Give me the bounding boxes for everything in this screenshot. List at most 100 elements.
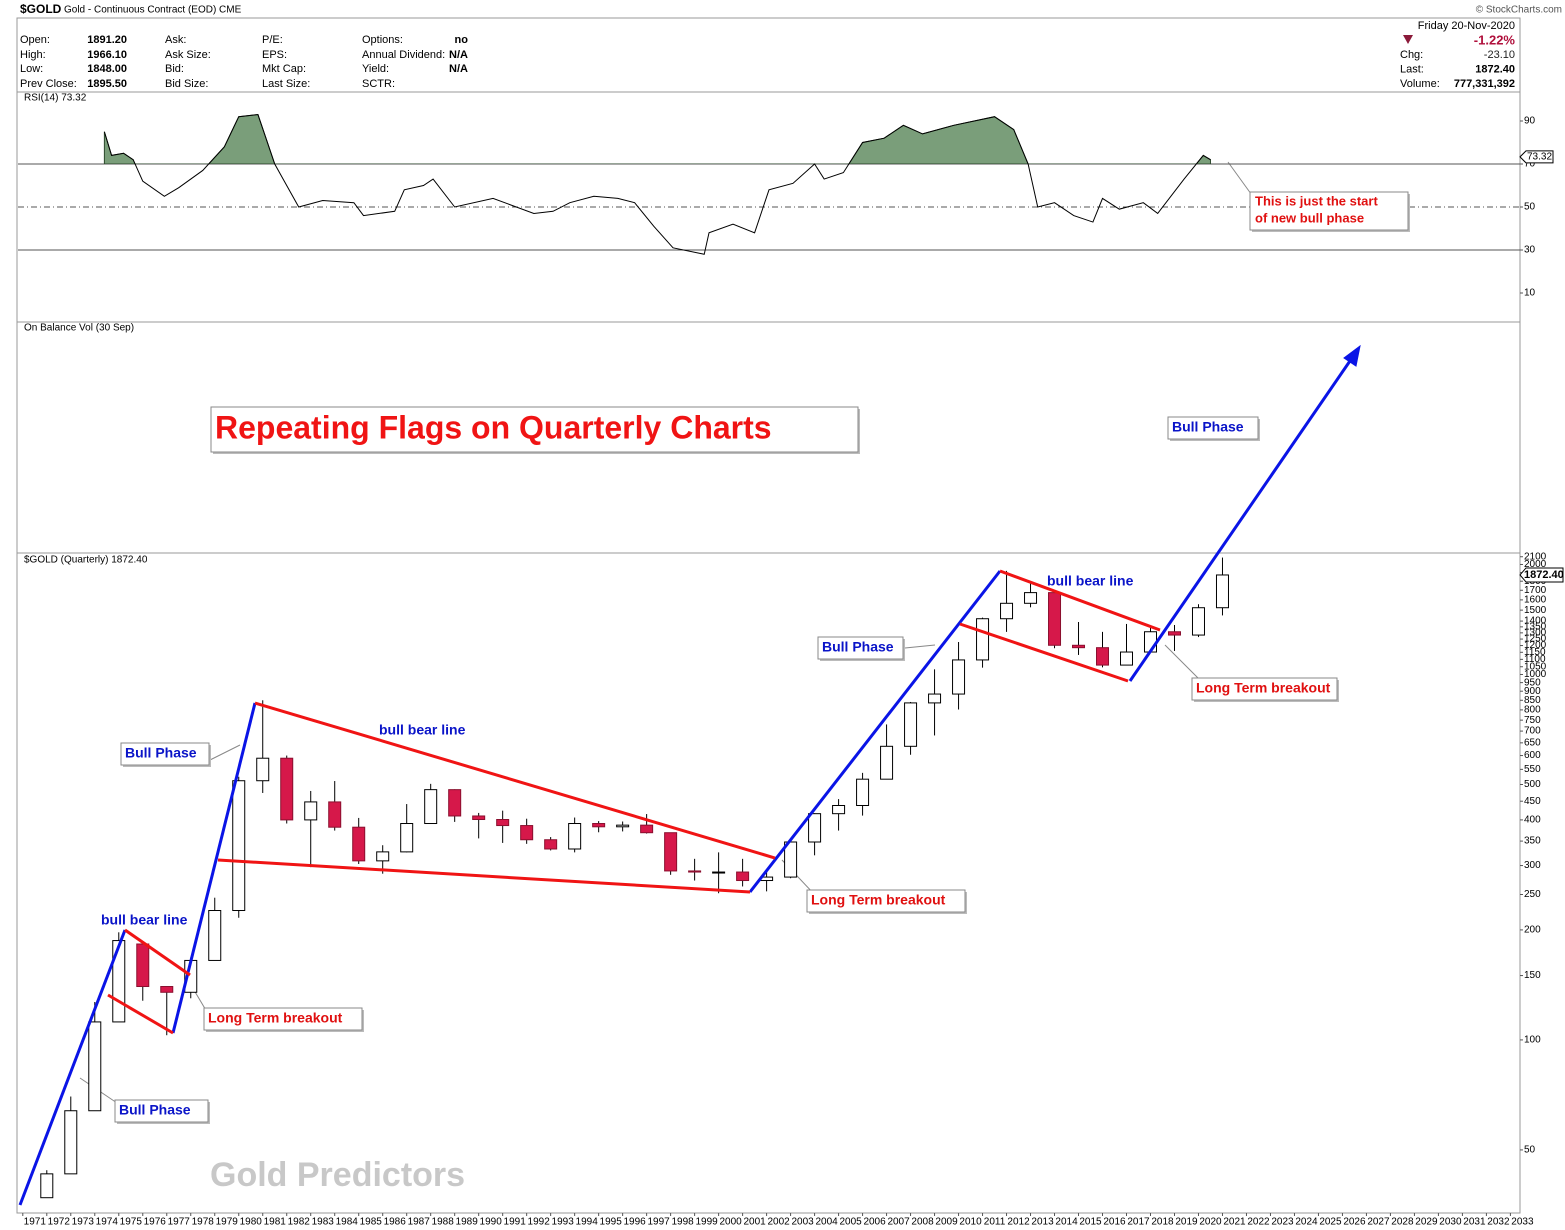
field-label: Ask Size: [165,49,211,61]
x-tick-label: 2009 [935,1217,958,1228]
y-tick-label: 50 [1524,1145,1536,1156]
y-tick-label: 600 [1524,750,1541,761]
y-tick-label: 550 [1524,764,1541,775]
y-tick-label: 1600 [1524,595,1547,606]
annotation: Bull Phase [1172,419,1244,435]
x-tick-label: 2026 [1343,1217,1366,1228]
x-tick-label: 2006 [863,1217,886,1228]
trendline [254,701,776,860]
x-tick-label: 1990 [480,1217,503,1228]
x-tick-label: 2010 [959,1217,982,1228]
y-tick-label: 800 [1524,705,1541,716]
x-tick-label: 1996 [624,1217,647,1228]
y-tick-label: 1100 [1524,654,1546,665]
x-tick-label: 1971 [24,1217,47,1228]
candle-body [400,823,414,853]
annotation-box [120,742,210,766]
field-value: no [455,34,469,46]
x-tick-label: 1986 [384,1217,407,1228]
x-tick-label: 1999 [695,1217,718,1228]
last-price-label: 1872.40 [1524,569,1564,581]
candle-body [1215,574,1229,609]
field-label: High: [20,49,46,61]
quote-value: -23.10 [1484,49,1515,61]
annotation-box [210,406,859,453]
x-tick-label: 1979 [216,1217,239,1228]
annotation-box [806,889,966,913]
arrowhead [1343,344,1361,367]
x-tick-label: 1992 [528,1217,551,1228]
candle-body [904,702,918,747]
field-value: 1848.00 [87,63,127,75]
x-tick-label: 1983 [312,1217,335,1228]
candle-body [112,940,126,1023]
field-value: 1895.50 [87,78,127,90]
candle-body [304,801,318,821]
y-tick-label: 90 [1524,116,1536,127]
pointer [1164,644,1201,681]
x-tick-label: 2000 [719,1217,742,1228]
y-tick-label: 50 [1524,202,1536,213]
candle-body [88,1021,102,1112]
y-tick-label: 1050 [1524,661,1547,672]
x-tick-label: 1972 [48,1217,71,1228]
quote-value: 1872.40 [1475,63,1515,75]
source: © StockCharts.com [1476,5,1562,16]
trendline [107,993,174,1035]
x-tick-label: 2005 [839,1217,862,1228]
x-tick-label: 1981 [264,1217,287,1228]
candle-body [1000,602,1014,620]
y-tick-label: 200 [1524,925,1541,936]
candle-body [712,871,726,874]
y-tick-label: 300 [1524,860,1541,871]
x-tick-label: 2027 [1367,1217,1390,1228]
candle-body [256,757,270,782]
annotation: Repeating Flags on Quarterly Charts [215,409,772,445]
field-label: Prev Close: [20,78,77,90]
candle-body [352,826,366,862]
field-label: Mkt Cap: [262,63,306,75]
field-label: Bid: [165,63,184,75]
trendline [1128,357,1354,682]
x-tick-label: 1984 [336,1217,359,1228]
y-tick-label: 400 [1524,815,1541,826]
candle-body [976,618,990,661]
x-tick-label: 1978 [192,1217,215,1228]
y-tick-label: 30 [1524,245,1536,256]
x-tick-label: 1977 [168,1217,191,1228]
annotation: bull bear line [379,722,466,738]
annotation-box [1167,416,1259,440]
field-label: Open: [20,34,50,46]
y-tick-label: 1200 [1524,640,1547,651]
x-tick-label: 2018 [1151,1217,1174,1228]
symbol: $GOLD [20,2,62,16]
candle-body [448,789,462,817]
trendline [999,569,1161,632]
x-tick-label: 1985 [360,1217,383,1228]
y-tick-label: 950 [1524,677,1541,688]
x-tick-label: 1993 [552,1217,575,1228]
annotation-box [1191,677,1338,701]
x-tick-label: 2002 [767,1217,790,1228]
annotation: Bull Phase [822,639,894,655]
x-tick-label: 2014 [1055,1217,1078,1228]
candle-body [472,815,486,821]
x-tick-label: 2019 [1175,1217,1198,1228]
annotation: bull bear line [101,912,188,928]
instrument-name: Gold - Continuous Contract (EOD) CME [64,5,242,16]
annotation: Long Term breakout [811,892,946,908]
x-tick-label: 2028 [1391,1217,1414,1228]
candle-body [1072,644,1086,649]
field-label: Bid Size: [165,78,208,90]
trendline [959,622,1129,683]
x-tick-label: 1997 [648,1217,671,1228]
x-tick-label: 1982 [288,1217,311,1228]
annotation: Bull Phase [125,745,197,761]
candle-body [640,824,654,834]
x-tick-label: 1987 [408,1217,431,1228]
field-label: Options: [362,34,403,46]
x-tick-label: 1974 [96,1217,119,1228]
annotation: bull bear line [1047,573,1134,589]
candle-body [328,801,342,828]
